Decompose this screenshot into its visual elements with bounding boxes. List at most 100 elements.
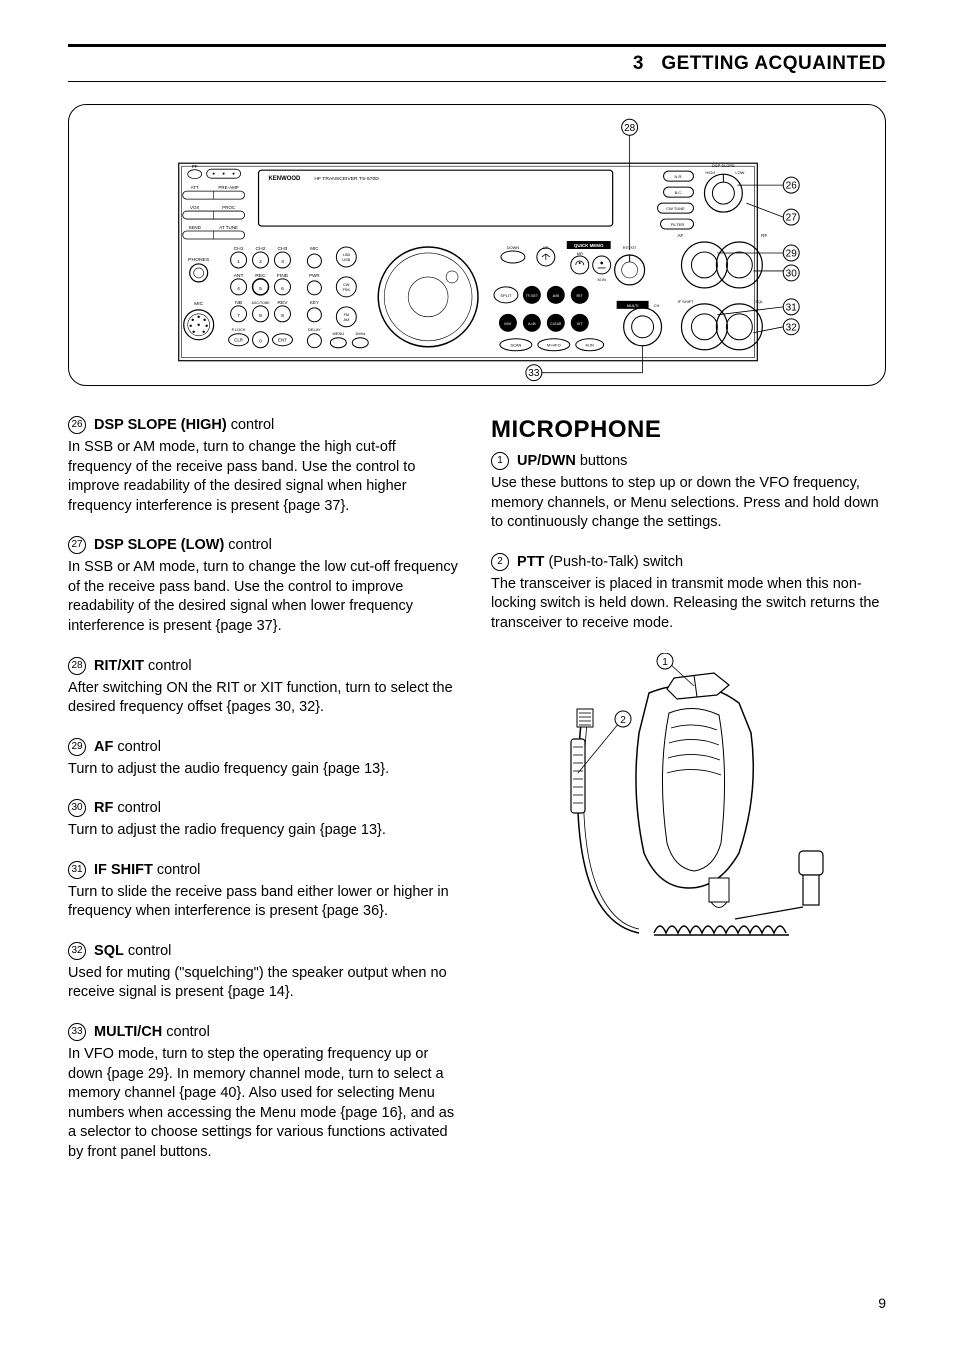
transceiver-panel-diagram: KENWOOD HF TRANSCEIVER TS-570D PF ATTPRE… [68, 104, 886, 386]
svg-text:PROC: PROC [222, 205, 236, 210]
svg-text:F.LOCK: F.LOCK [232, 327, 246, 332]
svg-text:M/V: M/V [504, 321, 511, 326]
item-label-rest: control [227, 417, 275, 433]
svg-text:29: 29 [786, 248, 798, 259]
item-number: 31 [68, 861, 86, 879]
page-number: 9 [878, 1295, 886, 1311]
svg-text:MENU: MENU [332, 331, 344, 336]
svg-text:SQL: SQL [755, 299, 764, 304]
svg-text:30: 30 [786, 268, 798, 279]
svg-text:MIC: MIC [310, 246, 319, 251]
item-body: Turn to slide the receive pass band eith… [68, 883, 463, 922]
item-body: Used for muting ("squelching") the speak… [68, 964, 463, 1003]
svg-text:N.R.: N.R. [675, 174, 683, 179]
item-31: 31 IF SHIFT control Turn to slide the re… [68, 861, 463, 922]
svg-text:USB: USB [342, 258, 350, 262]
svg-text:26: 26 [786, 181, 798, 192]
left-column: 26 DSP SLOPE (HIGH) control In SSB or AM… [68, 416, 463, 1182]
svg-text:31: 31 [786, 302, 798, 313]
item-27: 27 DSP SLOPE (LOW) control In SSB or AM … [68, 536, 463, 636]
item-body: Use these buttons to step up or down the… [491, 474, 886, 533]
svg-text:XIT: XIT [577, 321, 584, 326]
svg-text:CLEAR: CLEAR [550, 322, 562, 326]
item-32: 32 SQL control Used for muting ("squelch… [68, 942, 463, 1003]
item-label-bold: SQL [94, 943, 124, 959]
item-number: 2 [491, 553, 509, 571]
item-28: 28 RIT/XIT control After switching ON th… [68, 657, 463, 718]
item-label-rest: (Push-to-Talk) switch [544, 554, 683, 570]
svg-text:1MHz: 1MHz [355, 331, 365, 336]
mic-callout-2: 2 [620, 715, 626, 726]
svg-text:RF: RF [761, 233, 767, 238]
svg-text:0: 0 [259, 339, 262, 345]
item-29: 29 AF control Turn to adjust the audio f… [68, 738, 463, 780]
svg-text:TF-SET: TF-SET [526, 294, 539, 298]
svg-text:1: 1 [237, 259, 240, 265]
item-label-bold: DSP SLOPE (LOW) [94, 537, 224, 553]
item-number: 1 [491, 452, 509, 470]
item-label-rest: buttons [576, 453, 628, 469]
svg-text:7: 7 [237, 313, 240, 319]
item-label-bold: PTT [517, 554, 544, 570]
svg-text:ATT: ATT [191, 185, 199, 190]
item-label-bold: DSP SLOPE (HIGH) [94, 417, 227, 433]
item-body: In SSB or AM mode, turn to change the lo… [68, 558, 463, 636]
item-label-rest: control [162, 1024, 210, 1040]
svg-text:REC: REC [255, 273, 266, 279]
chapter-header: 3 GETTING ACQUAINTED [68, 47, 886, 82]
svg-text:M.IN: M.IN [597, 277, 606, 282]
svg-text:AM: AM [343, 318, 349, 322]
chapter-title: GETTING ACQUAINTED [661, 53, 886, 74]
svg-text:QUICK MEMO: QUICK MEMO [574, 243, 604, 248]
item-label-bold: RF [94, 800, 113, 816]
svg-text:B.C.: B.C. [675, 190, 683, 195]
svg-text:RIT: RIT [577, 293, 584, 298]
item-label-bold: IF SHIFT [94, 862, 153, 878]
svg-text:A=B: A=B [528, 321, 536, 326]
item-body: In VFO mode, turn to step the operating … [68, 1045, 463, 1162]
svg-text:PF: PF [192, 164, 198, 169]
item-label-bold: MULTI/CH [94, 1024, 162, 1040]
svg-text:6: 6 [281, 286, 284, 292]
svg-text:8: 8 [259, 313, 262, 319]
svg-text:HIGH: HIGH [705, 170, 715, 175]
item-label-rest: control [113, 738, 161, 754]
svg-text:DOWN: DOWN [507, 245, 520, 250]
item-label-rest: control [224, 537, 272, 553]
item-number: 32 [68, 942, 86, 960]
svg-text:FM: FM [344, 313, 349, 317]
svg-text:SCAN: SCAN [510, 343, 521, 348]
item-number: 29 [68, 738, 86, 756]
mic-item-1: 1 UP/DWN buttons Use these buttons to st… [491, 452, 886, 533]
svg-text:IF SHIFT: IF SHIFT [678, 299, 695, 304]
svg-text:KEY: KEY [310, 300, 319, 305]
item-body: Turn to adjust the radio frequency gain … [68, 821, 463, 841]
item-label-bold: AF [94, 738, 113, 754]
svg-text:2: 2 [259, 259, 262, 265]
item-body: In SSB or AM mode, turn to change the hi… [68, 438, 463, 516]
item-number: 28 [68, 657, 86, 675]
svg-text:PRE-AMP: PRE-AMP [218, 185, 238, 190]
svg-text:CH3: CH3 [278, 246, 288, 252]
svg-text:CH1: CH1 [234, 246, 244, 252]
mic-callout-1: 1 [662, 657, 668, 668]
svg-text:MIC: MIC [194, 301, 204, 307]
item-label-bold: UP/DWN [517, 453, 576, 469]
svg-text:NB: NB [235, 300, 243, 306]
item-number: 26 [68, 416, 86, 434]
item-label-rest: control [144, 657, 192, 673]
microphone-diagram: 1 2 [491, 653, 886, 958]
brand-label: KENWOOD [269, 176, 302, 182]
item-label-rest: control [113, 800, 161, 816]
chapter-number: 3 [633, 53, 644, 74]
svg-text:MULTI: MULTI [627, 303, 639, 308]
item-26: 26 DSP SLOPE (HIGH) control In SSB or AM… [68, 416, 463, 516]
svg-text:CW TUNE: CW TUNE [666, 206, 685, 211]
item-label-bold: RIT/XIT [94, 657, 144, 673]
svg-text:LSB: LSB [343, 253, 351, 257]
item-label-rest: control [124, 943, 172, 959]
right-column: MICROPHONE 1 UP/DWN buttons Use these bu… [491, 416, 886, 1182]
svg-text:M>VFO: M>VFO [547, 343, 561, 348]
svg-text:27: 27 [786, 213, 798, 224]
item-number: 33 [68, 1023, 86, 1041]
